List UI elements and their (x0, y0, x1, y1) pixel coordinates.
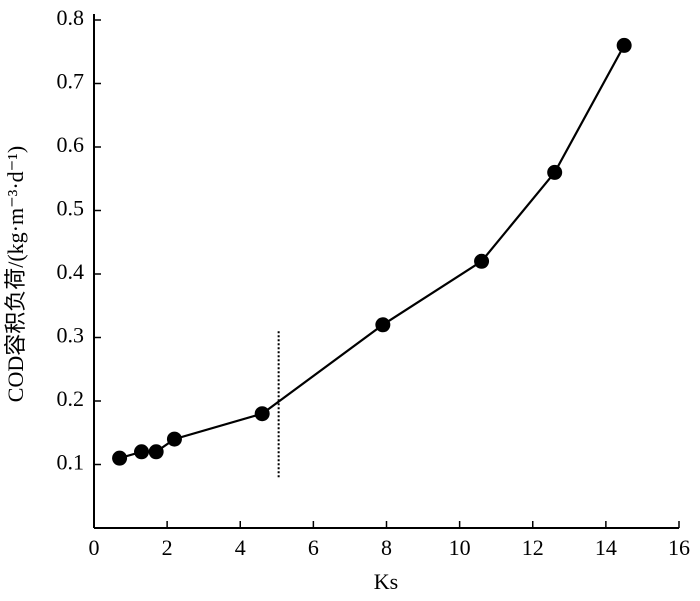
x-tick-label: 4 (235, 535, 246, 560)
y-tick-label: 0.3 (57, 323, 85, 348)
y-tick-label: 0.1 (57, 450, 85, 475)
x-tick-label: 10 (449, 535, 471, 560)
point (166, 431, 182, 447)
point (375, 317, 391, 333)
y-axis-label: COD容积负荷/(kg·m⁻³·d⁻¹) (3, 146, 28, 402)
point (547, 164, 563, 180)
point (254, 406, 270, 422)
y-tick-label: 0.5 (57, 196, 85, 221)
y-tick-label: 0.4 (57, 259, 85, 284)
x-tick-label: 6 (308, 535, 319, 560)
x-tick-label: 14 (595, 535, 617, 560)
point (616, 37, 632, 53)
x-axis-label: Ks (374, 569, 398, 594)
x-tick-label: 8 (381, 535, 392, 560)
point (112, 450, 128, 466)
x-tick-label: 0 (89, 535, 100, 560)
y-tick-label: 0.2 (57, 386, 85, 411)
x-tick-label: 16 (668, 535, 690, 560)
point (148, 444, 164, 460)
y-tick-label: 0.6 (57, 132, 85, 157)
y-tick-label: 0.8 (57, 5, 85, 30)
x-tick-label: 2 (162, 535, 173, 560)
y-tick-label: 0.7 (57, 69, 85, 94)
x-tick-label: 12 (522, 535, 544, 560)
point (134, 444, 150, 460)
point (474, 253, 490, 269)
series-line (119, 44, 626, 460)
